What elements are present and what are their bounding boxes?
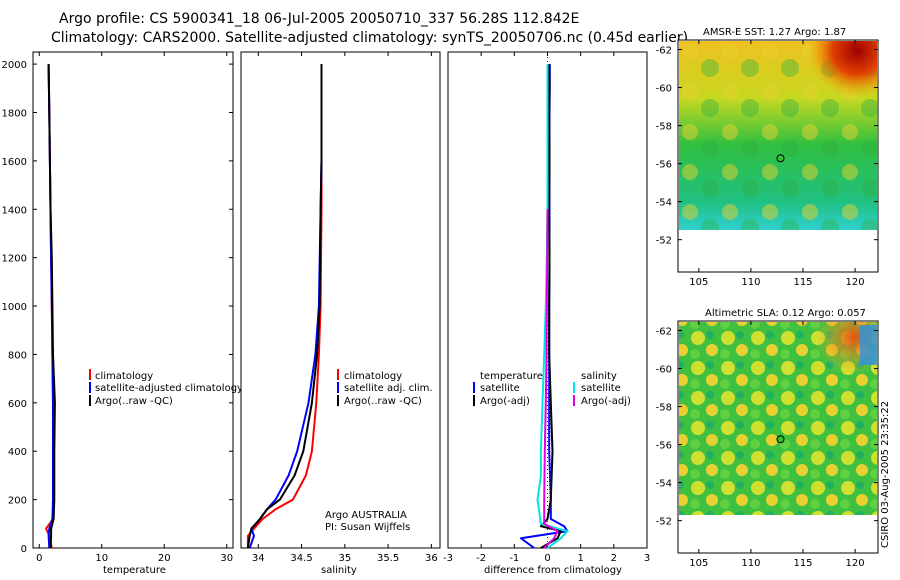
y-tick-label: 400	[8, 447, 27, 458]
y-tick-label: 1800	[2, 108, 27, 119]
legend-label-argo: Argo(..raw -QC)	[95, 396, 173, 407]
sst-map-panel: AMSR-E SST: 1.27 Argo: 1.87 105 110 115 120…	[656, 27, 879, 288]
argo-float-marker	[776, 154, 785, 163]
salinity-panel: 34 34.5 35 35.5 36 salinity climatology sate…	[240, 51, 441, 576]
x-tick-label: 20	[158, 553, 171, 564]
x-tick-label: 35	[338, 553, 351, 564]
x-tick-label: 110	[741, 558, 760, 569]
temperature-xlabel: temperature	[103, 565, 166, 576]
y-tick-label: -60	[656, 84, 672, 95]
x-tick-label: 34.5	[290, 553, 312, 564]
y-tick-label: -62	[656, 327, 672, 338]
x-tick-label: 35.5	[377, 553, 399, 564]
y-tick-label: 2000	[2, 60, 27, 71]
legend-label-climatology: climatology	[95, 371, 153, 382]
y-tick-label: 1400	[2, 205, 27, 216]
x-tick-label: -2	[476, 553, 486, 564]
legend-label-argo: Argo(..raw -QC)	[344, 396, 422, 407]
y-tick-label: 200	[8, 496, 27, 507]
legend-label-satellite: satellite-adjusted climatology	[95, 383, 243, 394]
temperature-axes	[32, 51, 234, 549]
sla-field-low-patch	[860, 325, 877, 365]
y-tick-label: -56	[656, 160, 672, 171]
y-tick-label: 1600	[2, 157, 27, 168]
sst-field	[679, 41, 877, 230]
y-tick-label: -52	[656, 236, 672, 247]
legend-header-temperature: temperature	[480, 371, 543, 382]
legend-label-sal-satellite: satellite	[581, 383, 621, 394]
x-tick-label: 36	[425, 553, 438, 564]
y-tick-label: -62	[656, 46, 672, 57]
pi-annotation: PI: Susan Wijffels	[325, 522, 410, 533]
x-tick-label: 3	[644, 553, 650, 564]
x-tick-label: 0	[544, 553, 550, 564]
y-tick-label: 600	[8, 399, 27, 410]
salinity-legend: climatology satellite adj. clim. Argo(..…	[337, 369, 433, 407]
series-line-salinity-argo-adj-	[543, 209, 559, 549]
series-line-salinity-satellite	[536, 64, 569, 549]
x-tick-label: 2	[611, 553, 617, 564]
y-tick-label: -54	[656, 479, 672, 490]
temperature-panel: 0 10 20 30 0 200 400 600 800 1000 1200 1400 1600 1800…	[2, 51, 243, 576]
legend-label-sal-argo: Argo(-adj)	[581, 396, 631, 407]
y-tick-label: -58	[656, 122, 672, 133]
x-tick-label: 0	[36, 553, 42, 564]
x-tick-label: 1	[577, 553, 583, 564]
y-tick-label: -56	[656, 441, 672, 452]
salinity-xlabel: salinity	[321, 565, 357, 576]
salinity-axes	[240, 51, 441, 549]
x-tick-label: -1	[509, 553, 519, 564]
difference-legend: temperature satellite Argo(-adj) salinit…	[473, 371, 631, 407]
difference-panel: -3 -2 -1 0 1 2 3 difference from climatology t…	[443, 51, 650, 576]
y-tick-label: -58	[656, 403, 672, 414]
series-line-argo-raw-qc-	[47, 64, 56, 549]
y-tick-label: 0	[21, 544, 27, 555]
x-tick-label: 105	[689, 558, 708, 569]
title-line-2: Climatology: CARS2000. Satellite-adjuste…	[51, 30, 688, 46]
x-tick-label: 105	[689, 277, 708, 288]
title-line-1: Argo profile: CS 5900341_18 06-Jul-2005 …	[59, 11, 579, 27]
sst-map-title: AMSR-E SST: 1.27 Argo: 1.87	[703, 27, 846, 38]
x-tick-label: 110	[741, 277, 760, 288]
y-tick-label: -60	[656, 365, 672, 376]
legend-label-climatology: climatology	[344, 371, 402, 382]
legend-label-temp-satellite: satellite	[480, 383, 520, 394]
difference-xlabel: difference from climatology	[484, 565, 622, 576]
x-tick-label: 30	[220, 553, 233, 564]
institution-annotation: Argo AUSTRALIA	[325, 510, 407, 521]
sla-map-title: Altimetric SLA: 0.12 Argo: 0.057	[705, 308, 866, 319]
x-tick-label: 34	[252, 553, 265, 564]
y-tick-label: -52	[656, 517, 672, 528]
sla-field	[679, 322, 877, 515]
argo-float-marker	[776, 435, 785, 444]
temperature-legend: climatology satellite-adjusted climatolo…	[89, 369, 243, 407]
sla-field-warm-patch	[679, 322, 877, 515]
x-tick-label: 10	[95, 553, 108, 564]
series-line-argo-raw-qc-	[246, 64, 323, 549]
legend-label-temp-argo: Argo(-adj)	[480, 396, 530, 407]
x-tick-label: 120	[846, 558, 865, 569]
y-tick-label: 1200	[2, 254, 27, 265]
series-line-temperature-argo-adj-	[539, 64, 562, 549]
x-tick-label: 120	[846, 277, 865, 288]
legend-header-salinity: salinity	[581, 371, 617, 382]
sst-field-warm-patch	[679, 41, 877, 230]
x-tick-label: 115	[793, 558, 812, 569]
x-tick-label: 115	[793, 277, 812, 288]
x-tick-label: -3	[443, 553, 453, 564]
legend-label-satellite: satellite adj. clim.	[344, 383, 433, 394]
y-tick-label: 1000	[2, 302, 27, 313]
y-tick-label: 800	[8, 350, 27, 361]
sla-map-panel: Altimetric SLA: 0.12 Argo: 0.057 105 110 1…	[656, 308, 879, 569]
side-timestamp: CSIRO 03-Aug-2005 23:35:22	[880, 401, 891, 548]
y-tick-label: -54	[656, 198, 672, 209]
